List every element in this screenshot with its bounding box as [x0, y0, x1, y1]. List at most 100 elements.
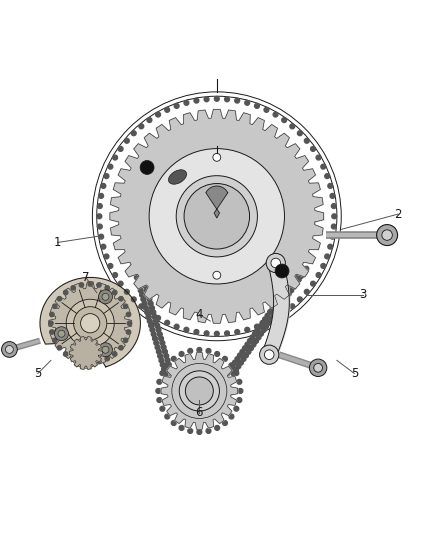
- Circle shape: [273, 112, 278, 117]
- Circle shape: [286, 292, 291, 296]
- Circle shape: [143, 284, 148, 288]
- Circle shape: [233, 360, 237, 365]
- Circle shape: [290, 124, 295, 129]
- Circle shape: [151, 332, 156, 336]
- Circle shape: [159, 336, 163, 341]
- Circle shape: [97, 214, 102, 219]
- Circle shape: [88, 360, 92, 365]
- Circle shape: [304, 289, 309, 294]
- Circle shape: [58, 330, 65, 337]
- Circle shape: [139, 124, 144, 129]
- Circle shape: [231, 127, 236, 133]
- Circle shape: [71, 286, 75, 290]
- Circle shape: [165, 358, 170, 363]
- Circle shape: [245, 342, 250, 347]
- Circle shape: [300, 195, 305, 200]
- Circle shape: [328, 183, 333, 188]
- Circle shape: [174, 103, 179, 108]
- Circle shape: [123, 123, 311, 310]
- Circle shape: [377, 224, 398, 246]
- Circle shape: [131, 262, 135, 266]
- Circle shape: [231, 300, 236, 305]
- Circle shape: [316, 155, 321, 160]
- Circle shape: [136, 279, 141, 284]
- Circle shape: [238, 389, 243, 393]
- Circle shape: [235, 357, 240, 361]
- Circle shape: [174, 324, 179, 329]
- Circle shape: [297, 131, 302, 135]
- Circle shape: [304, 266, 309, 271]
- Circle shape: [321, 164, 326, 169]
- Circle shape: [248, 295, 253, 300]
- Polygon shape: [161, 353, 238, 429]
- Circle shape: [223, 421, 227, 425]
- Circle shape: [126, 312, 131, 317]
- Circle shape: [332, 214, 337, 219]
- Circle shape: [294, 250, 299, 255]
- Circle shape: [289, 288, 293, 293]
- Circle shape: [294, 281, 299, 286]
- Circle shape: [261, 328, 266, 333]
- Circle shape: [127, 321, 132, 326]
- Circle shape: [204, 97, 209, 102]
- Circle shape: [160, 362, 165, 367]
- Circle shape: [235, 329, 240, 334]
- Circle shape: [235, 98, 240, 103]
- Circle shape: [297, 297, 302, 302]
- Circle shape: [113, 290, 117, 295]
- Circle shape: [71, 338, 101, 368]
- Circle shape: [150, 305, 155, 310]
- Circle shape: [184, 183, 250, 249]
- Circle shape: [162, 349, 167, 354]
- Circle shape: [142, 279, 147, 284]
- Circle shape: [79, 359, 84, 364]
- Circle shape: [223, 357, 227, 361]
- Text: 4: 4: [196, 308, 203, 321]
- Circle shape: [225, 371, 230, 376]
- Circle shape: [279, 273, 284, 278]
- Circle shape: [206, 349, 211, 353]
- Circle shape: [97, 224, 102, 229]
- Circle shape: [137, 173, 141, 178]
- Circle shape: [272, 148, 277, 152]
- Circle shape: [294, 177, 299, 182]
- Circle shape: [206, 429, 211, 433]
- Circle shape: [49, 321, 53, 326]
- Circle shape: [281, 299, 286, 304]
- Circle shape: [176, 409, 181, 414]
- Circle shape: [184, 100, 189, 105]
- Circle shape: [155, 345, 160, 350]
- Circle shape: [141, 262, 146, 267]
- Circle shape: [272, 280, 277, 285]
- Circle shape: [225, 331, 230, 336]
- Circle shape: [197, 359, 202, 364]
- Circle shape: [182, 414, 187, 418]
- Circle shape: [247, 338, 252, 343]
- Circle shape: [163, 371, 168, 376]
- Polygon shape: [40, 278, 140, 367]
- Circle shape: [304, 139, 309, 143]
- Circle shape: [222, 403, 227, 408]
- Circle shape: [157, 398, 162, 402]
- Circle shape: [170, 361, 229, 421]
- Circle shape: [237, 379, 242, 384]
- Circle shape: [280, 292, 285, 296]
- Circle shape: [233, 367, 238, 372]
- Circle shape: [148, 319, 152, 324]
- Circle shape: [2, 342, 17, 357]
- Circle shape: [205, 360, 209, 365]
- Circle shape: [147, 310, 152, 315]
- Circle shape: [146, 314, 151, 319]
- Circle shape: [258, 324, 262, 329]
- Circle shape: [176, 293, 181, 297]
- Circle shape: [245, 327, 250, 332]
- Circle shape: [146, 293, 151, 297]
- Circle shape: [275, 264, 289, 278]
- Circle shape: [160, 283, 165, 288]
- Circle shape: [245, 100, 250, 105]
- Circle shape: [128, 228, 133, 232]
- Circle shape: [101, 244, 106, 249]
- Circle shape: [127, 209, 131, 214]
- Circle shape: [164, 353, 169, 358]
- Circle shape: [271, 258, 281, 268]
